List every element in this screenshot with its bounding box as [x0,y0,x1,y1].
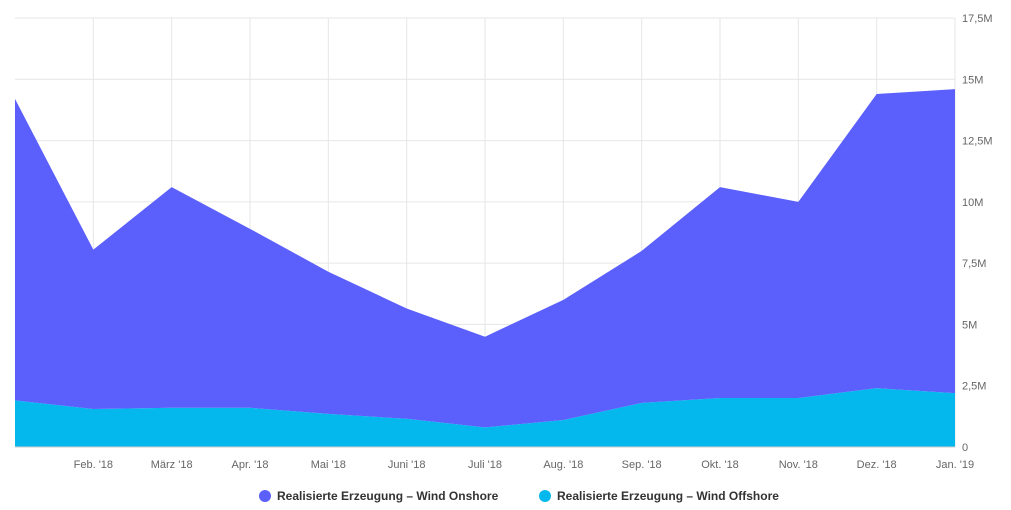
legend[interactable]: Realisierte Erzeugung – Wind Onshore Real… [259,489,779,503]
y-tick-label: 15M [962,74,983,86]
x-tick-label: Nov. '18 [779,459,818,471]
data-point-onshore[interactable] [796,200,800,204]
data-point-onshore[interactable] [248,227,252,231]
y-tick-label: 17,5M [962,13,993,25]
legend-label: Realisierte Erzeugung – Wind Onshore [277,489,499,503]
data-point-onshore[interactable] [170,185,174,189]
x-tick-label: Mai '18 [311,459,346,471]
x-tick-label: Sep. '18 [622,459,662,471]
legend-marker [539,490,551,502]
legend-item-offshore[interactable]: Realisierte Erzeugung – Wind Offshore [539,489,779,503]
data-point-onshore[interactable] [718,185,722,189]
data-point-onshore[interactable] [483,335,487,339]
y-axis: 0 2,5M 5M 7,5M 10M 12,5M 15M 17,5M [962,13,993,454]
y-tick-label: 2,5M [962,381,986,393]
x-tick-label: Dez. '18 [857,459,897,471]
x-tick-label: Okt. '18 [701,459,739,471]
data-point-onshore[interactable] [91,248,95,252]
x-tick-label: März '18 [151,459,193,471]
data-point-onshore[interactable] [326,270,330,274]
data-point-onshore[interactable] [640,249,644,253]
x-tick-label: Juli '18 [468,459,502,471]
x-tick-label: Jan. '19 [936,459,974,471]
data-point-onshore[interactable] [953,87,957,91]
legend-marker [259,490,271,502]
x-tick-label: Apr. '18 [232,459,269,471]
x-axis: Feb. '18 März '18 Apr. '18 Mai '18 Juni '18 J… [15,446,974,471]
x-tick-label: Juni '18 [388,459,426,471]
data-point-onshore[interactable] [13,97,17,101]
area-series-onshore[interactable] [15,89,955,428]
data-point-onshore[interactable] [875,92,879,96]
data-point-onshore[interactable] [405,306,409,310]
y-tick-label: 5M [962,319,977,331]
x-tick-label: Aug. '18 [543,459,583,471]
x-tick-label: Feb. '18 [74,459,113,471]
legend-item-onshore[interactable]: Realisierte Erzeugung – Wind Onshore [259,489,499,503]
plot-area [13,87,957,447]
y-tick-label: 10M [962,197,983,209]
y-tick-label: 0 [962,442,968,454]
area-series-offshore[interactable] [15,388,955,447]
legend-label: Realisierte Erzeugung – Wind Offshore [557,489,779,503]
y-tick-label: 7,5M [962,258,986,270]
data-point-onshore[interactable] [561,298,565,302]
y-tick-label: 12,5M [962,136,993,148]
